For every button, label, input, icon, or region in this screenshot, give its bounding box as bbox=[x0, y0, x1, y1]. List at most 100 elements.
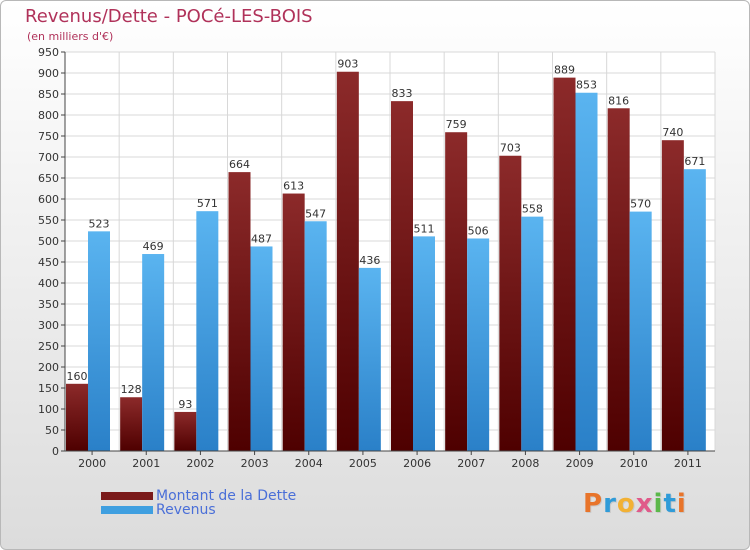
bar-revenus bbox=[467, 238, 490, 451]
data-label-revenus: 469 bbox=[143, 240, 164, 253]
bar-revenus bbox=[142, 254, 165, 451]
data-label-revenus: 436 bbox=[359, 254, 380, 267]
bar-revenus bbox=[88, 231, 110, 451]
bar-dette bbox=[282, 193, 305, 452]
data-label-dette: 903 bbox=[337, 58, 358, 71]
y-tick-label: 450 bbox=[38, 256, 59, 269]
y-tick-label: 350 bbox=[38, 298, 59, 311]
y-tick-label: 400 bbox=[38, 277, 59, 290]
data-label-revenus: 571 bbox=[197, 197, 218, 210]
logo-letter: i bbox=[653, 489, 664, 519]
logo-letter: t bbox=[663, 489, 677, 519]
x-tick-label: 2003 bbox=[241, 457, 269, 470]
bar-dette bbox=[66, 383, 88, 451]
bar-dette bbox=[391, 101, 413, 451]
bar-dette bbox=[607, 108, 630, 451]
y-tick-label: 650 bbox=[38, 172, 59, 185]
data-labels: 160 523 128 469 93 571 664 487 613 547 903 436 833 51… bbox=[67, 58, 706, 411]
y-tick-label: 750 bbox=[38, 130, 59, 143]
bar-revenus bbox=[521, 216, 544, 451]
data-label-dette: 93 bbox=[178, 398, 192, 411]
y-tick-label: 150 bbox=[38, 382, 59, 395]
data-label-dette: 740 bbox=[662, 126, 683, 139]
y-tick-label: 250 bbox=[38, 340, 59, 353]
y-tick-label: 700 bbox=[38, 151, 59, 164]
bar-dette bbox=[499, 155, 522, 452]
bar-dette bbox=[445, 132, 468, 451]
bar-dette bbox=[661, 140, 684, 451]
bar-dette bbox=[553, 77, 576, 452]
legend-label-revenus: Revenus bbox=[156, 502, 216, 518]
data-label-dette: 613 bbox=[283, 180, 304, 193]
data-label-revenus: 547 bbox=[305, 207, 326, 220]
data-label-revenus: 853 bbox=[576, 79, 597, 92]
y-tick-label: 200 bbox=[38, 361, 59, 374]
y-tick-label: 600 bbox=[38, 193, 59, 206]
data-label-dette: 128 bbox=[121, 383, 142, 396]
data-label-dette: 664 bbox=[229, 158, 250, 171]
y-tick-label: 100 bbox=[38, 403, 59, 416]
chart-subtitle: (en milliers d'€) bbox=[27, 30, 114, 43]
x-tick-label: 2007 bbox=[457, 457, 485, 470]
bar-revenus bbox=[413, 236, 435, 451]
grid-lines bbox=[64, 51, 716, 452]
logo-letter: i bbox=[676, 489, 687, 519]
data-label-revenus: 487 bbox=[251, 232, 272, 245]
logo-letter: r bbox=[603, 489, 617, 519]
axes: 0 50 100 150 200 250 300 350 400 450 500 550 600 650 7… bbox=[38, 46, 715, 470]
x-tick-label: 2008 bbox=[511, 457, 539, 470]
bar-revenus bbox=[629, 211, 652, 451]
legend-item-dette: Montant de la Dette bbox=[101, 488, 297, 504]
data-label-dette: 833 bbox=[392, 87, 413, 100]
data-label-revenus: 570 bbox=[630, 198, 651, 211]
y-tick-label: 850 bbox=[38, 88, 59, 101]
data-label-dette: 160 bbox=[67, 370, 88, 383]
chart-title: Revenus/Dette - POCé-LES-BOIS bbox=[25, 6, 313, 27]
x-tick-label: 2011 bbox=[674, 457, 702, 470]
y-tick-label: 50 bbox=[45, 424, 59, 437]
y-tick-label: 0 bbox=[52, 445, 59, 458]
legend-label-dette: Montant de la Dette bbox=[156, 488, 297, 504]
legend-swatch-revenus bbox=[101, 506, 153, 514]
data-label-revenus: 523 bbox=[89, 217, 110, 230]
bar-dette bbox=[336, 71, 359, 452]
bar-revenus bbox=[196, 211, 219, 451]
bar-revenus bbox=[304, 221, 327, 451]
bar-revenus bbox=[250, 246, 273, 451]
logo-letter: o bbox=[616, 489, 636, 519]
y-tick-label: 300 bbox=[38, 319, 59, 332]
x-tick-label: 2001 bbox=[132, 457, 160, 470]
y-tick-label: 950 bbox=[38, 46, 59, 59]
data-label-revenus: 671 bbox=[684, 155, 705, 168]
y-tick-label: 800 bbox=[38, 109, 59, 122]
bar-revenus bbox=[575, 92, 598, 452]
data-label-revenus: 558 bbox=[522, 203, 543, 216]
x-tick-label: 2006 bbox=[403, 457, 431, 470]
x-tick-label: 2002 bbox=[186, 457, 214, 470]
data-label-revenus: 506 bbox=[468, 224, 489, 237]
bar-dette bbox=[228, 172, 251, 451]
y-tick-label: 550 bbox=[38, 214, 59, 227]
logo-letter: P bbox=[583, 489, 604, 519]
bar-revenus bbox=[683, 169, 706, 451]
data-label-dette: 703 bbox=[500, 142, 521, 155]
bars bbox=[66, 71, 706, 452]
x-tick-label: 2010 bbox=[620, 457, 648, 470]
y-tick-label: 900 bbox=[38, 67, 59, 80]
x-tick-label: 2005 bbox=[349, 457, 377, 470]
data-label-revenus: 511 bbox=[414, 222, 435, 235]
proxiti-logo: Proxiti bbox=[583, 489, 687, 519]
data-label-dette: 816 bbox=[608, 94, 629, 107]
data-label-dette: 759 bbox=[446, 118, 467, 131]
y-tick-label: 500 bbox=[38, 235, 59, 248]
x-tick-label: 2009 bbox=[566, 457, 594, 470]
logo-letter: x bbox=[635, 489, 654, 519]
bar-dette bbox=[120, 397, 143, 451]
x-tick-label: 2004 bbox=[295, 457, 323, 470]
data-label-dette: 889 bbox=[554, 64, 575, 77]
x-tick-label: 2000 bbox=[78, 457, 106, 470]
bar-dette bbox=[174, 411, 197, 451]
legend-swatch-dette bbox=[101, 492, 153, 500]
